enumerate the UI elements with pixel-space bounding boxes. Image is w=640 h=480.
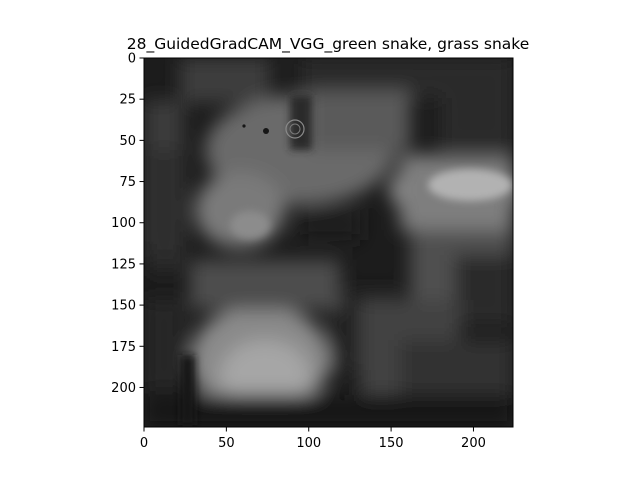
x-tick-label: 100 — [296, 436, 321, 451]
heatmap-image — [144, 58, 513, 427]
x-tick-label: 50 — [218, 436, 235, 451]
y-tick-label: 175 — [111, 340, 136, 355]
y-tick-label: 75 — [119, 175, 136, 190]
x-tick-label: 200 — [461, 436, 486, 451]
y-tick-label: 150 — [111, 299, 136, 314]
x-tick-label: 0 — [140, 436, 148, 451]
y-tick-label: 25 — [119, 93, 136, 108]
plot-frame — [143, 57, 514, 428]
x-tick-label: 150 — [379, 436, 404, 451]
chart-title: 28_GuidedGradCAM_VGG_green snake, grass … — [127, 35, 530, 54]
y-tick-label: 50 — [119, 134, 136, 149]
y-tick-label: 200 — [111, 381, 136, 396]
y-axis: 0 25 50 75 100 125 150 175 200 — [111, 52, 144, 396]
y-tick-label: 125 — [111, 257, 136, 272]
x-axis: 0 50 100 150 200 — [140, 427, 486, 451]
y-tick-label: 0 — [128, 52, 136, 67]
y-tick-label: 100 — [111, 216, 136, 231]
